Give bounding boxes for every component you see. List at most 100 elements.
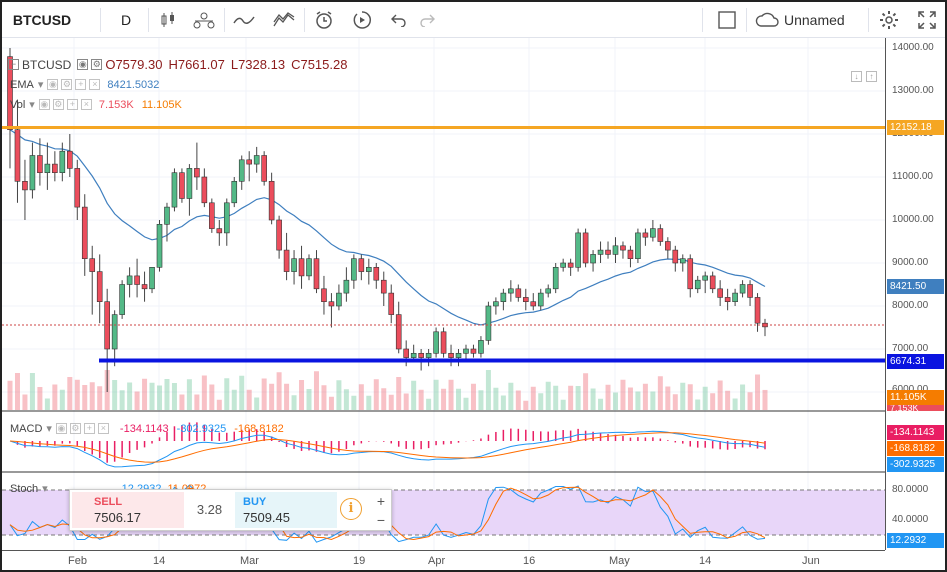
compare-icon[interactable]: [188, 2, 220, 38]
stoch-label: Stoch: [10, 482, 39, 495]
price-chart[interactable]: [2, 38, 885, 550]
indicators-icon[interactable]: [268, 2, 300, 38]
settings-small-icon[interactable]: ⚙: [52, 99, 64, 110]
eye-icon[interactable]: ◉: [47, 79, 59, 90]
interval-button[interactable]: D: [120, 12, 132, 28]
plus-button[interactable]: +: [376, 493, 386, 509]
candle-body: [739, 284, 746, 294]
minus-button[interactable]: −: [376, 512, 386, 528]
eye-icon[interactable]: ◉: [77, 59, 89, 70]
candle-body: [306, 258, 312, 277]
settings-icon[interactable]: [874, 2, 904, 38]
candle-body: [433, 331, 439, 354]
volume-bar: [642, 383, 648, 410]
chevron-down-icon[interactable]: ▾: [29, 99, 35, 111]
settings-small-icon[interactable]: ⚙: [61, 79, 73, 90]
candle-body: [126, 275, 133, 285]
chevron-down-icon[interactable]: ▾: [46, 423, 52, 435]
layout-name-button[interactable]: Unnamed: [784, 12, 845, 28]
eye-icon[interactable]: ◉: [38, 99, 50, 110]
candle-body: [268, 181, 275, 221]
macd-label: MACD: [10, 422, 43, 435]
volume-bar: [134, 391, 140, 410]
volume-bar: [127, 382, 133, 410]
candle-body: [14, 129, 21, 182]
candles-icon[interactable]: [152, 2, 184, 38]
volume-bar: [14, 373, 20, 410]
add-icon[interactable]: +: [83, 423, 95, 434]
scale-down-icon[interactable]: ↓: [851, 71, 862, 82]
add-icon[interactable]: +: [75, 79, 87, 90]
volume-bar: [590, 388, 596, 410]
add-icon[interactable]: +: [66, 99, 78, 110]
candle-body: [724, 297, 731, 302]
price-label: 6000.00: [892, 384, 928, 395]
volume-bar: [463, 397, 469, 410]
volume-bar: [740, 384, 746, 410]
candle-body: [567, 262, 574, 268]
volume-bar: [74, 379, 80, 410]
price-axis[interactable]: 14000.00 13000.00 12000.00 11000.00 1000…: [885, 38, 945, 550]
time-label: 14: [153, 555, 166, 567]
collapse-icon[interactable]: −: [8, 59, 19, 70]
replay-icon[interactable]: [346, 2, 378, 38]
settings-small-icon[interactable]: ⚙: [69, 423, 81, 434]
layout-icon[interactable]: [712, 2, 742, 38]
candle-body: [478, 340, 484, 354]
symbol-search-button[interactable]: BTCUSD: [12, 12, 72, 28]
candle-body: [560, 262, 566, 268]
volume-bar: [366, 395, 372, 410]
candle-body: [89, 258, 96, 272]
candle-body: [470, 348, 477, 354]
candle-body: [679, 258, 686, 264]
trade-panel: SELL 7506.17 3.28 BUY 7509.45 i + −: [69, 489, 392, 531]
close-icon[interactable]: ×: [97, 423, 109, 434]
macd-legend[interactable]: MACD ▾ ◉ ⚙ + × -134.1143 -302.9325 -168.…: [10, 422, 284, 436]
volume-bar: [433, 379, 439, 410]
candle-body: [7, 56, 13, 130]
candle-body: [650, 228, 656, 238]
settings-small-icon[interactable]: ⚙: [91, 59, 103, 70]
volume-bar: [702, 386, 708, 410]
time-axis[interactable]: Feb 14 Mar 19 Apr 16 May 14 Jun: [2, 550, 885, 570]
volume-bar: [231, 389, 237, 410]
stoch-level-label: 40.0000: [892, 514, 929, 525]
info-icon[interactable]: i: [340, 498, 362, 520]
candle-body: [111, 314, 118, 350]
candle-body: [29, 155, 36, 191]
volume-bar: [627, 387, 633, 410]
volume-bar: [261, 378, 267, 410]
line-chart-icon[interactable]: [228, 2, 260, 38]
candle-body: [665, 241, 671, 251]
sell-button[interactable]: SELL 7506.17: [72, 492, 184, 528]
undo-icon[interactable]: [382, 2, 414, 38]
volume-bar: [37, 387, 43, 410]
chevron-down-icon[interactable]: ▾: [42, 483, 48, 495]
macd-line: [9, 430, 766, 468]
cloud-icon[interactable]: [752, 2, 782, 38]
chevron-down-icon[interactable]: ▾: [37, 79, 44, 91]
candle-body: [328, 301, 335, 307]
close-icon[interactable]: ×: [89, 79, 101, 90]
volume-bar: [142, 378, 148, 410]
symbol-legend[interactable]: − BTCUSD ◉ ⚙ O7579.30 H7661.07 L7328.13 …: [8, 57, 347, 72]
fullscreen-icon[interactable]: [912, 2, 942, 38]
candle-body: [343, 279, 350, 294]
vol-legend[interactable]: Vol ▾ ◉ ⚙ + × 7.153K 11.105K: [10, 98, 182, 112]
scale-up-icon[interactable]: ↑: [866, 71, 877, 82]
redo-icon[interactable]: [412, 2, 444, 38]
volume-bar: [328, 396, 334, 410]
ema-legend[interactable]: EMA ▾ ◉ ⚙ + × 8421.5032: [10, 78, 159, 92]
buy-button[interactable]: BUY 7509.45: [235, 492, 337, 528]
volume-bar: [725, 390, 731, 410]
alert-icon[interactable]: [308, 2, 340, 38]
candle-body: [597, 249, 604, 255]
close-icon[interactable]: ×: [80, 99, 92, 110]
signal-tag: -168.8182: [887, 441, 944, 456]
eye-icon[interactable]: ◉: [55, 423, 67, 434]
candle-body: [448, 352, 454, 358]
legend-low: L7328.13: [230, 57, 286, 72]
candle-body: [216, 228, 223, 234]
candle-body: [134, 275, 140, 285]
candle-body: [605, 249, 611, 255]
